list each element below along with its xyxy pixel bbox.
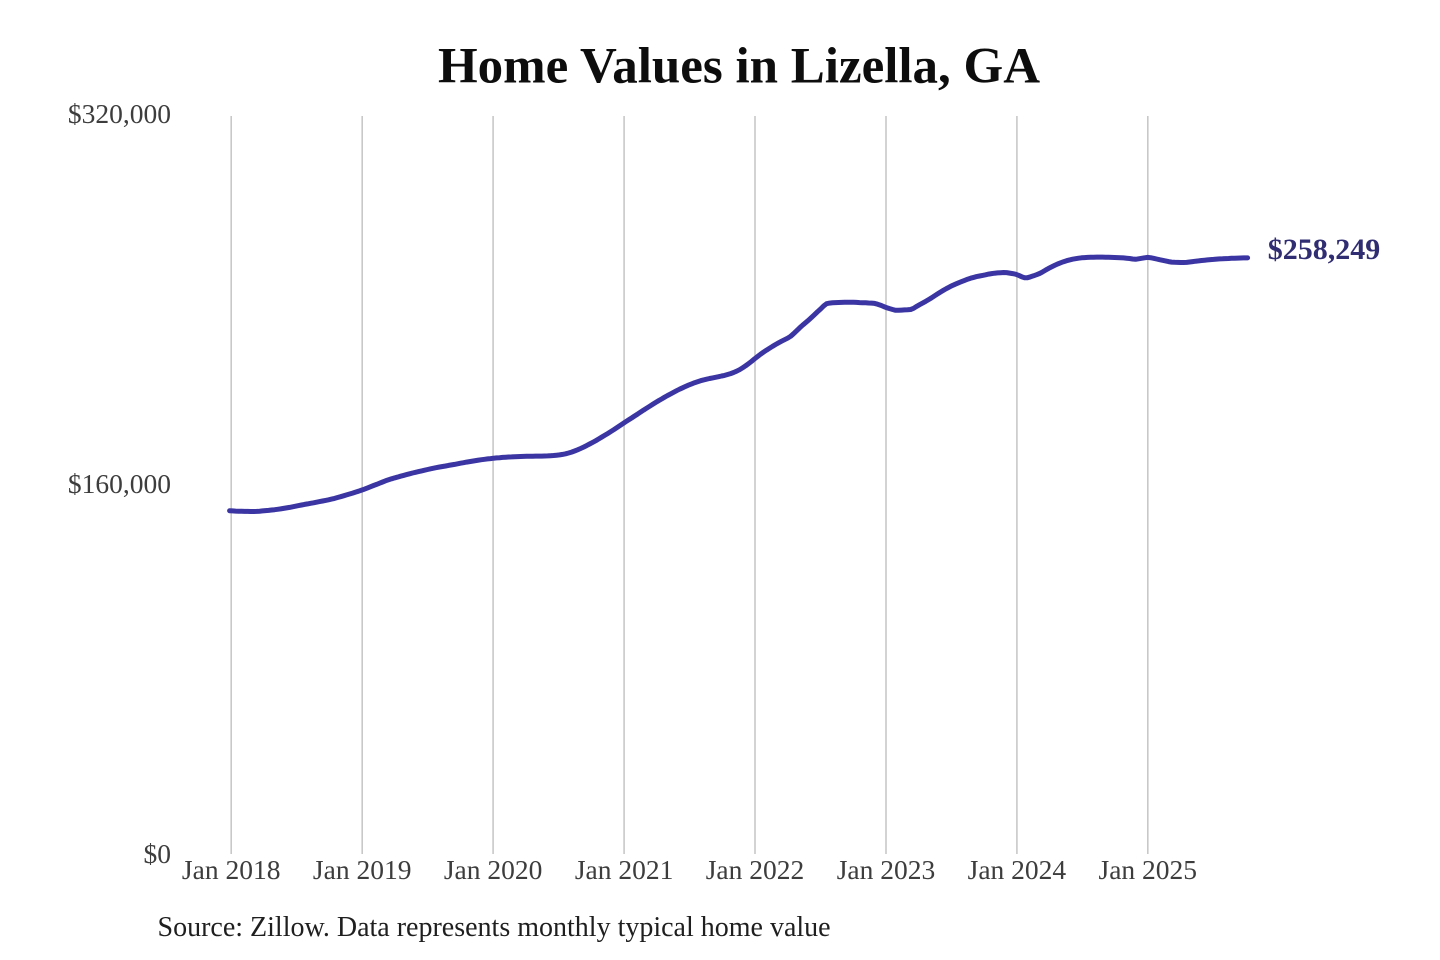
svg-text:$160,000: $160,000 bbox=[68, 468, 171, 499]
svg-text:Jan 2025: Jan 2025 bbox=[1099, 854, 1198, 885]
svg-text:$0: $0 bbox=[144, 838, 172, 869]
svg-text:Jan 2018: Jan 2018 bbox=[182, 854, 281, 885]
svg-text:Jan 2023: Jan 2023 bbox=[837, 854, 936, 885]
svg-text:Jan 2024: Jan 2024 bbox=[968, 854, 1067, 885]
svg-text:Home Values in Lizella, GA: Home Values in Lizella, GA bbox=[438, 39, 1040, 95]
svg-text:Source: Zillow. Data represent: Source: Zillow. Data represents monthly … bbox=[158, 912, 831, 943]
svg-text:Jan 2020: Jan 2020 bbox=[444, 854, 543, 885]
svg-text:Jan 2019: Jan 2019 bbox=[313, 854, 412, 885]
svg-text:Jan 2022: Jan 2022 bbox=[706, 854, 805, 885]
svg-text:$320,000: $320,000 bbox=[68, 98, 171, 129]
svg-text:$258,249: $258,249 bbox=[1268, 233, 1381, 266]
svg-text:Jan 2021: Jan 2021 bbox=[575, 854, 674, 885]
